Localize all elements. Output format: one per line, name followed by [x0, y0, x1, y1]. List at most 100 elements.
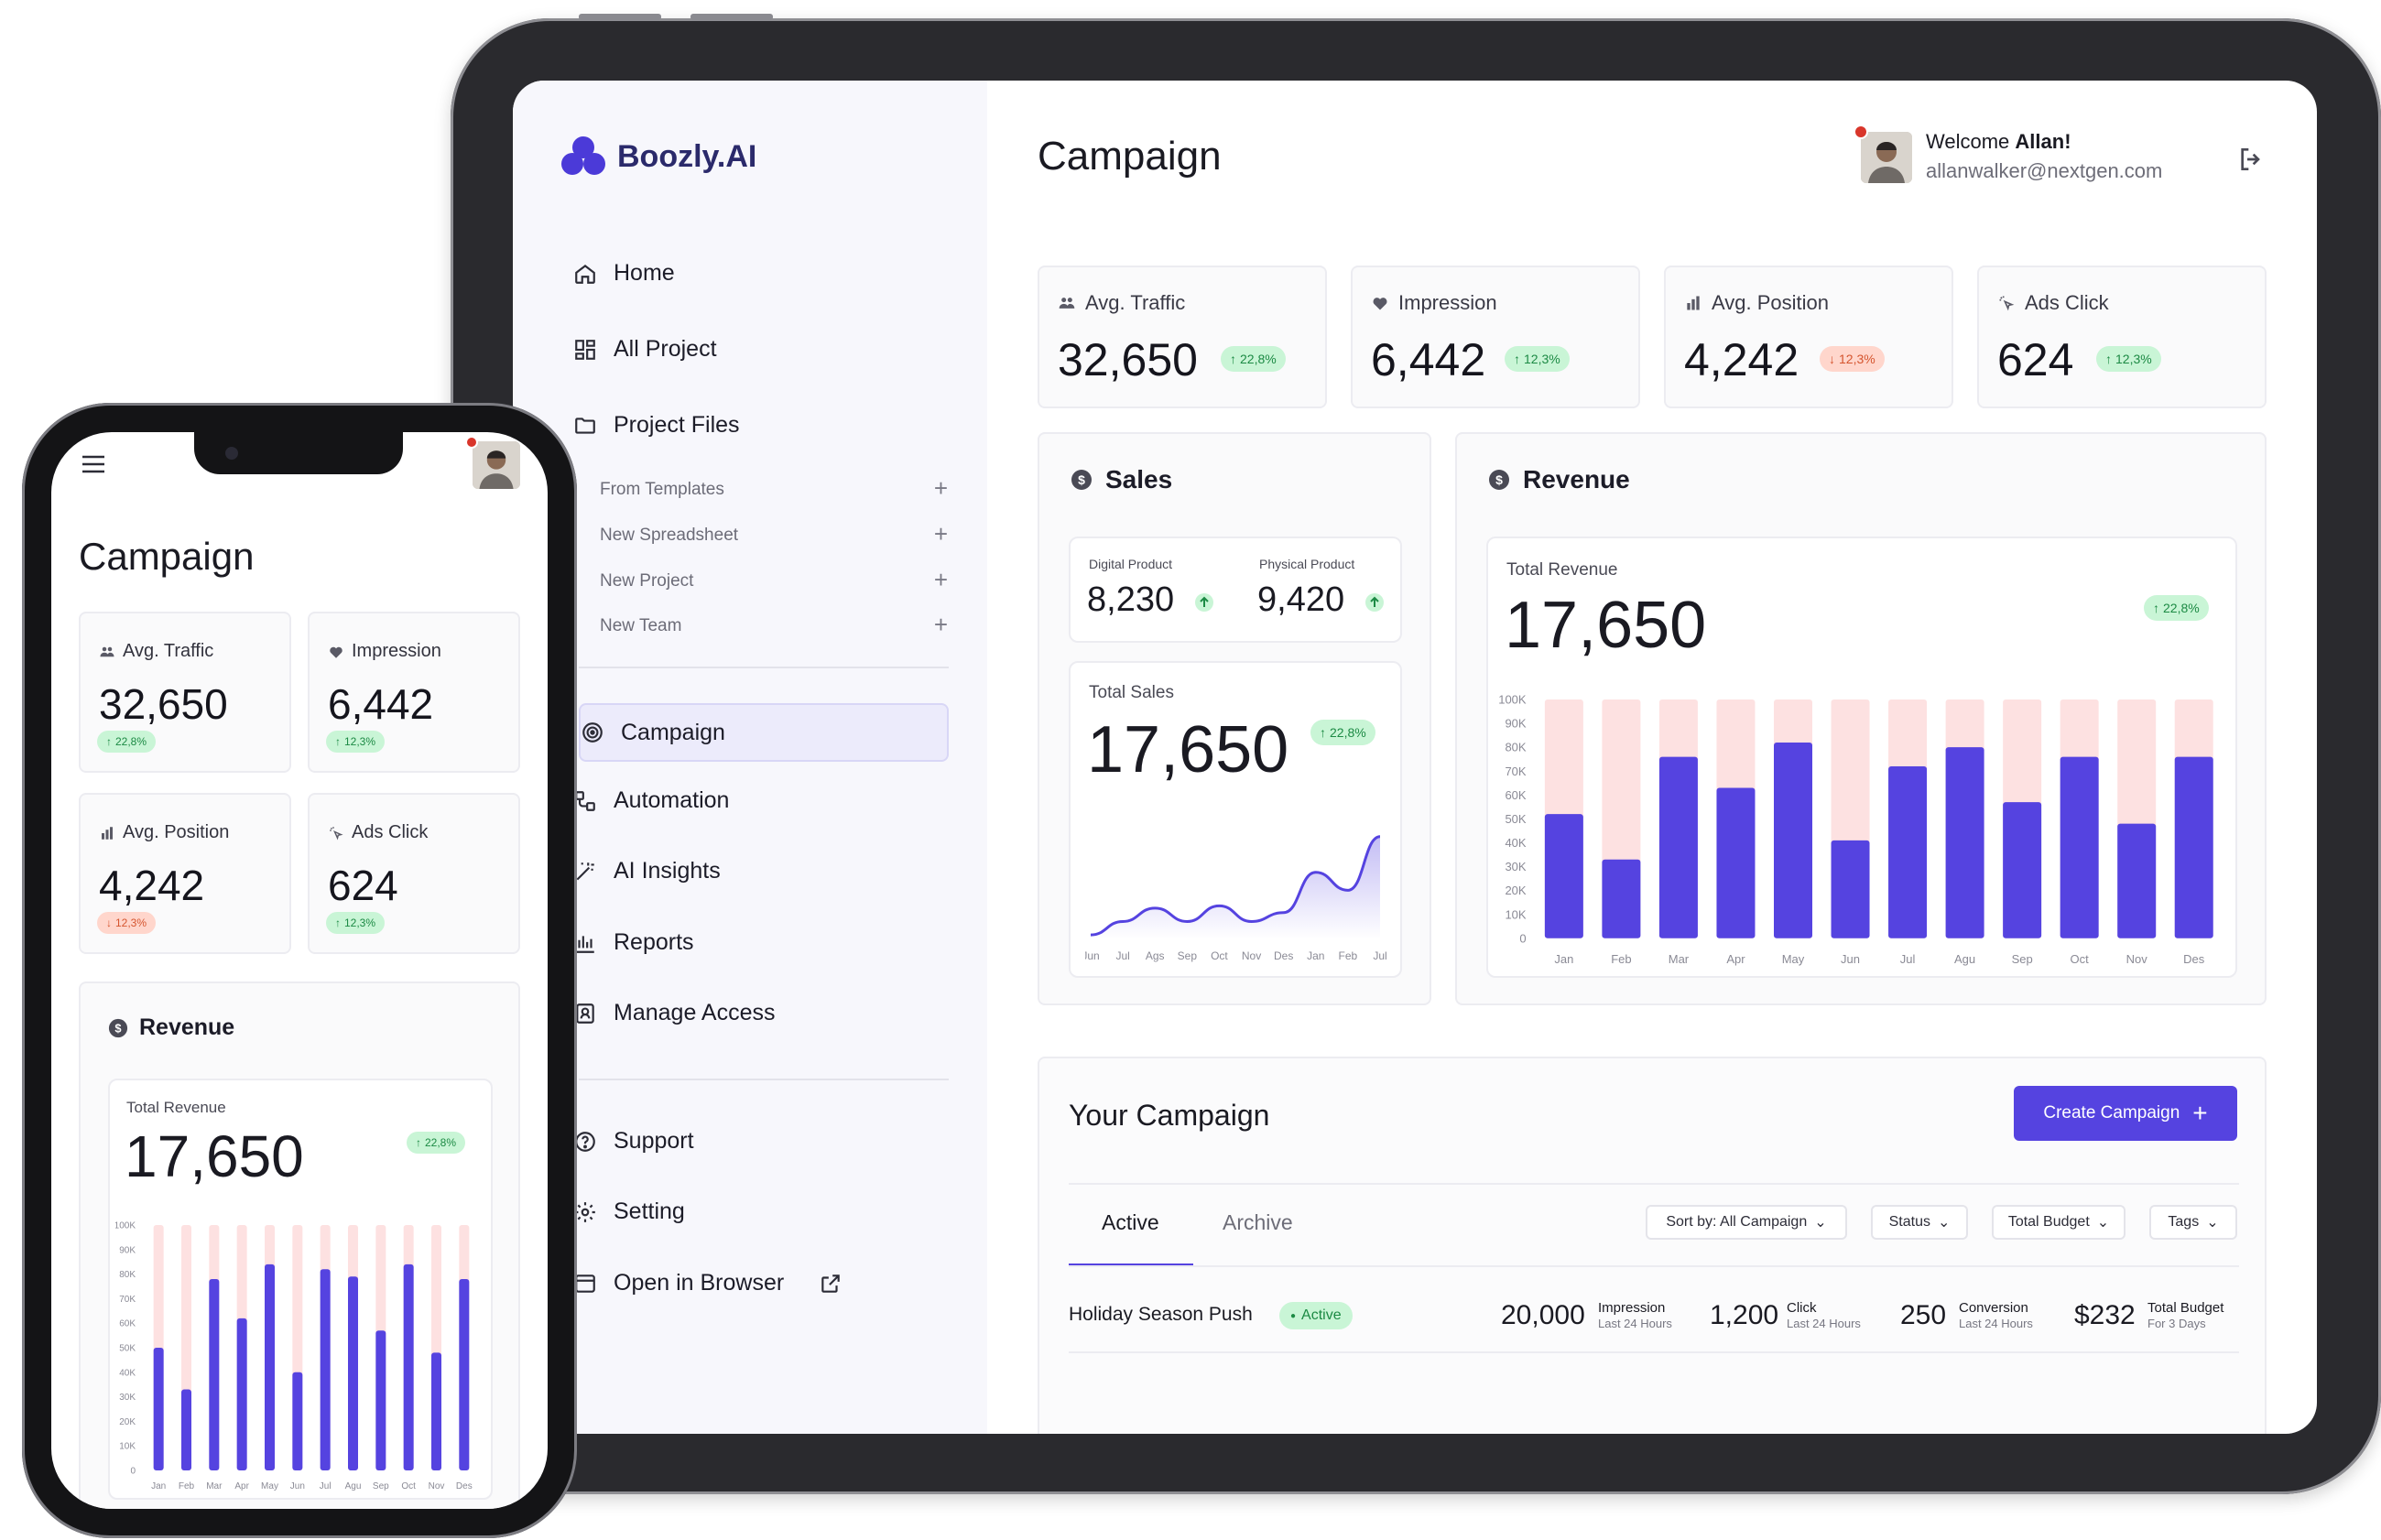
bar — [1774, 742, 1812, 938]
impression-value: 20,000 — [1501, 1300, 1585, 1330]
brand-logo[interactable]: Boozly.AI — [560, 136, 756, 178]
sidebar-item-campaign[interactable]: Campaign — [579, 703, 949, 762]
notification-dot — [465, 436, 478, 449]
plus-icon[interactable]: + — [933, 611, 948, 638]
conversion-label: Conversion Last 24 Hours — [1959, 1300, 2033, 1331]
y-tick-label: 30K — [1505, 860, 1526, 873]
tab-active[interactable]: Active — [1102, 1210, 1159, 1234]
sidebar: Boozly.AI Home All Project Project Files… — [513, 81, 987, 1434]
kpi-label: Avg. Traffic — [1058, 291, 1185, 315]
avatar[interactable] — [1861, 132, 1912, 183]
total-revenue-label: Total Revenue — [126, 1099, 226, 1116]
brand-name: Boozly.AI — [617, 138, 757, 174]
arrow-up-icon: ↑ — [2105, 352, 2112, 366]
bars-icon — [1687, 296, 1700, 310]
sidebar-item-all-project[interactable]: All Project — [573, 336, 717, 363]
phone-screen: Campaign Avg. Traffic 32,650 ↑ 22,8% Impr… — [51, 432, 548, 1509]
avatar[interactable] — [473, 441, 520, 489]
kpi-card-impression[interactable]: Impression 6,442 ↑ 12,3% — [1351, 266, 1640, 408]
click-icon — [330, 826, 343, 840]
page-title: Campaign — [1038, 134, 1222, 179]
status-badge: ● Active — [1279, 1302, 1353, 1329]
arrow-up-icon: ↑ — [2153, 601, 2159, 615]
kpi-label-text: Impression — [1398, 291, 1497, 314]
trend-badge: ↑ 12,3% — [326, 912, 386, 934]
plus-icon[interactable]: + — [933, 474, 948, 502]
x-tick-label: Des — [456, 1481, 473, 1491]
y-tick-label: 20K — [1505, 884, 1526, 897]
external-link-icon[interactable] — [819, 1272, 843, 1296]
y-tick-label: 90K — [1505, 717, 1526, 731]
budget-label: Total Budget For 3 Days — [2147, 1300, 2223, 1331]
trend-value: 22,8% — [2163, 601, 2200, 615]
budget-dropdown[interactable]: Total Budget ⌄ — [1992, 1205, 2126, 1240]
sidebar-item-label: Project Files — [614, 412, 740, 438]
menu-icon[interactable] — [81, 454, 108, 474]
kpi-card-avg-traffic[interactable]: Avg. Traffic 32,650 ↑ 22,8% — [1038, 266, 1327, 408]
grid-icon — [575, 339, 595, 360]
sidebar-item-automation[interactable]: Automation — [573, 787, 729, 814]
arrow-up-icon: ↑ — [416, 1136, 421, 1149]
x-tick-label: Nov — [429, 1481, 445, 1491]
sales-line-chart: Jun Jul Ags Sep Oct Nov Des Jan Feb Jul — [1085, 835, 1387, 962]
kpi-card-avg-position[interactable]: Avg. Position 4,242 ↓ 12,3% — [79, 793, 291, 954]
x-tick-label: Apr — [234, 1481, 249, 1491]
trend-value: 12,3% — [344, 735, 376, 748]
kpi-card-impression[interactable]: Impression 6,442 ↑ 12,3% — [308, 612, 520, 773]
sidebar-item-manage-access[interactable]: Manage Access — [573, 1000, 776, 1026]
kpi-card-ads-click[interactable]: Ads Click 624 ↑ 12,3% — [1977, 266, 2267, 408]
svg-text:$: $ — [114, 1021, 121, 1035]
chevron-down-icon: ⌄ — [1814, 1215, 1827, 1231]
sidebar-item-label: Manage Access — [614, 1000, 776, 1025]
user-name: Allan! — [2015, 130, 2071, 153]
chevron-down-icon: ⌄ — [2206, 1215, 2219, 1231]
x-tick-label: Jan — [1554, 952, 1573, 966]
sidebar-item-open-in-browser[interactable]: Open in Browser — [573, 1270, 843, 1296]
x-tick-label: Feb — [1339, 949, 1358, 962]
phone-page-title: Campaign — [79, 535, 255, 578]
status-dropdown[interactable]: Status ⌄ — [1871, 1205, 1968, 1240]
line-area — [1091, 836, 1380, 939]
divider — [1069, 1183, 2239, 1185]
sort-dropdown[interactable]: Sort by: All Campaign ⌄ — [1646, 1205, 1847, 1240]
tab-archive[interactable]: Archive — [1223, 1210, 1293, 1234]
create-campaign-button[interactable]: Create Campaign + — [2014, 1086, 2237, 1141]
logout-icon[interactable] — [2236, 145, 2266, 174]
digital-product-value: 8,230 — [1087, 580, 1175, 619]
click-sub: Last 24 Hours — [1787, 1317, 1861, 1330]
tags-dropdown[interactable]: Tags ⌄ — [2149, 1205, 2237, 1240]
sidebar-divider — [579, 1079, 949, 1080]
y-tick-label: 40K — [1505, 836, 1526, 850]
dot-icon: ● — [1290, 1310, 1297, 1321]
sub-item-from-templates[interactable]: From Templates + — [600, 474, 948, 502]
sidebar-item-ai-insights[interactable]: AI Insights — [573, 858, 721, 884]
x-tick-label: Jun — [1085, 949, 1100, 962]
bars-icon — [102, 826, 113, 840]
kpi-card-avg-position[interactable]: Avg. Position 4,242 ↓ 12,3% — [1664, 266, 1953, 408]
plus-icon[interactable]: + — [933, 566, 948, 593]
y-tick-label: 50K — [119, 1344, 136, 1354]
sidebar-item-reports[interactable]: Reports — [573, 929, 694, 956]
impression-sub: Last 24 Hours — [1598, 1317, 1672, 1330]
line-series — [1090, 835, 1381, 937]
sidebar-item-project-files[interactable]: Project Files — [573, 412, 740, 439]
arrow-up-icon: ↑ — [335, 735, 341, 748]
budget-value: $232 — [2074, 1300, 2136, 1330]
tablet-screen: Boozly.AI Home All Project Project Files… — [513, 81, 2317, 1434]
sub-item-new-spreadsheet[interactable]: New Spreadsheet + — [600, 520, 948, 548]
user-email: allanwalker@nextgen.com — [1926, 159, 2163, 182]
sidebar-item-setting[interactable]: Setting — [573, 1198, 685, 1225]
sidebar-item-home[interactable]: Home — [573, 260, 675, 287]
sub-item-new-project[interactable]: New Project + — [600, 566, 948, 593]
trend-badge: ↑ 22,8% — [2144, 595, 2209, 621]
tablet-button — [690, 14, 773, 20]
plus-icon[interactable]: + — [933, 520, 948, 548]
kpi-card-avg-traffic[interactable]: Avg. Traffic 32,650 ↑ 22,8% — [79, 612, 291, 773]
sub-item-new-team[interactable]: New Team + — [600, 611, 948, 638]
kpi-card-ads-click[interactable]: Ads Click 624 ↑ 12,3% — [308, 793, 520, 954]
avatar-image — [473, 441, 520, 489]
x-tick-label: Sep — [373, 1481, 389, 1491]
bar — [1888, 766, 1928, 938]
sidebar-item-support[interactable]: Support — [573, 1128, 694, 1155]
table-row[interactable]: Holiday Season Push ● Active 20,000 Impre… — [1069, 1276, 2239, 1353]
